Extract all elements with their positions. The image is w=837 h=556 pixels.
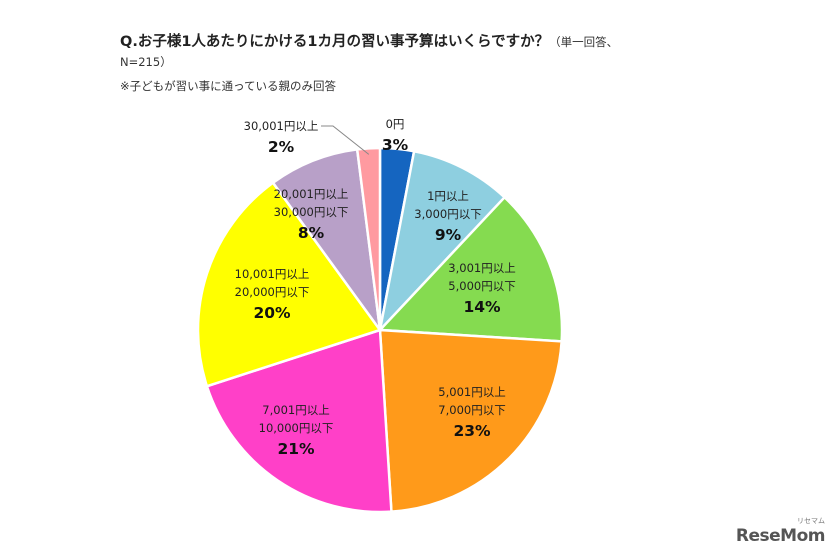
pie-slice — [378, 328, 563, 513]
slice-percent-label: 23% — [453, 422, 491, 440]
slice-percent-label: 14% — [463, 298, 501, 316]
slice-label: 30,000円以下 — [274, 205, 349, 219]
slice-percent-label: 3% — [382, 136, 409, 154]
pie-slice — [377, 149, 507, 334]
logo-sub: リセマム — [797, 517, 825, 525]
pie-slices — [196, 146, 564, 514]
title-note-2: N=215） — [120, 55, 172, 69]
leader-line — [321, 125, 370, 155]
title-note-1: （単一回答、 — [549, 35, 619, 49]
slice-percent-label: 20% — [253, 304, 291, 322]
slice-label: 5,000円以下 — [448, 279, 515, 293]
pie-slice — [196, 181, 383, 388]
logo-main: ReseMom — [735, 526, 826, 546]
slice-percent-label: 21% — [277, 440, 315, 458]
respondent-note: ※子どもが習い事に通っている親のみ回答 — [120, 79, 337, 93]
slice-percent-label: 2% — [268, 138, 295, 156]
title-block: Q.お子様1人あたりにかける1カ月の習い事予算はいくらですか？（単一回答、 N=… — [120, 30, 820, 94]
resemom-logo: リセマム ReseMom — [735, 516, 826, 546]
slice-percent-label: 9% — [435, 226, 462, 244]
slice-label: 0円 — [386, 117, 405, 131]
slice-label: 10,001円以上 — [235, 267, 310, 281]
slice-label: 7,001円以上 — [262, 403, 329, 417]
chart-title: Q.お子様1人あたりにかける1カ月の習い事予算はいくらですか？（単一回答、 — [120, 30, 820, 54]
slice-label: 1円以上 — [427, 189, 469, 203]
pie-slice — [355, 146, 382, 331]
slice-label: 3,000円以下 — [414, 207, 481, 221]
pie-slice — [377, 195, 564, 343]
slice-label: 30,001円以上 — [244, 119, 319, 133]
slice-label: 20,001円以上 — [274, 187, 349, 201]
slice-label: 3,001円以上 — [448, 261, 515, 275]
slice-label: 10,000円以下 — [259, 421, 334, 435]
pie-slice — [271, 148, 382, 331]
slice-label: 20,000円以下 — [235, 285, 310, 299]
slice-label: 7,000円以下 — [438, 403, 505, 417]
pie-slice — [205, 328, 393, 514]
title-text: Q.お子様1人あたりにかける1カ月の習い事予算はいくらですか？ — [120, 34, 550, 50]
slice-label: 5,001円以上 — [438, 385, 505, 399]
slice-percent-label: 8% — [298, 224, 325, 242]
